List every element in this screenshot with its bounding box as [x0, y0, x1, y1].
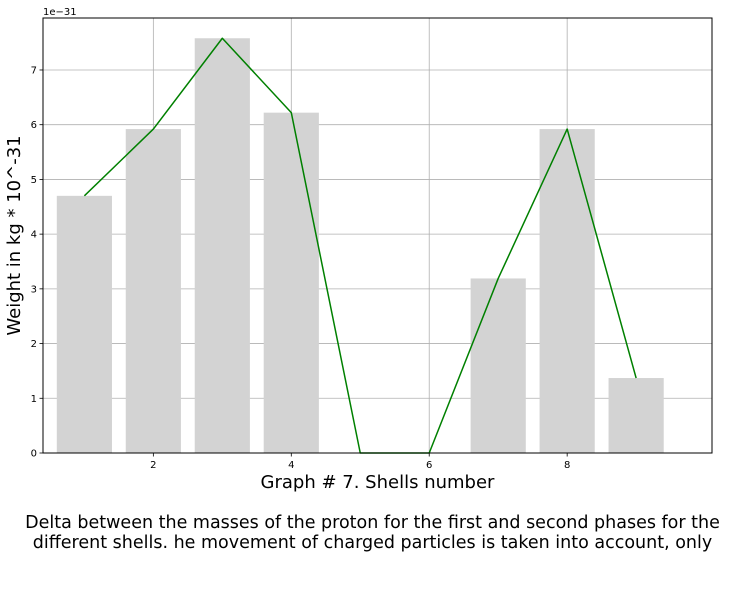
y-axis-ticks: 0 1 2 3 4 5 6 7: [31, 65, 43, 460]
bar: [56, 195, 112, 453]
x-axis-label: Graph # 7. Shells number: [261, 472, 495, 493]
bar: [263, 112, 319, 454]
bar: [539, 129, 595, 453]
y-tick-label: 7: [31, 65, 37, 76]
x-tick-label: 8: [564, 460, 570, 471]
y-tick-label: 3: [31, 284, 37, 295]
bar: [608, 378, 664, 453]
y-tick-label: 4: [31, 230, 37, 241]
plot-frame: [42, 17, 713, 454]
y-tick-label: 0: [31, 449, 37, 460]
y-offset-text: 1e−31: [43, 7, 77, 18]
bar: [125, 129, 181, 453]
y-tick-label: 2: [31, 339, 37, 350]
caption-line-1: Delta between the masses of the proton f…: [25, 513, 720, 533]
y-tick-label: 1: [31, 394, 37, 405]
x-tick-label: 6: [426, 460, 432, 471]
bar-line-chart: 2 4 6 8 0 1 2 3 4 5 6 7 1e−31 Graph # 7. Shells nu…: [4, 7, 713, 493]
x-axis-ticks: 2 4 6 8: [150, 453, 570, 471]
bar: [194, 38, 250, 454]
figure-caption: Delta between the masses of the proton f…: [0, 513, 745, 553]
x-tick-label: 4: [288, 460, 294, 471]
bar: [470, 278, 526, 453]
caption-line-2: different shells. he movement of charged…: [32, 533, 713, 553]
y-tick-label: 6: [31, 120, 37, 131]
y-tick-label: 5: [31, 175, 37, 186]
x-tick-label: 2: [150, 460, 156, 471]
bars: [56, 38, 664, 454]
y-axis-label: Weight in kg * 10^-31: [4, 135, 25, 335]
